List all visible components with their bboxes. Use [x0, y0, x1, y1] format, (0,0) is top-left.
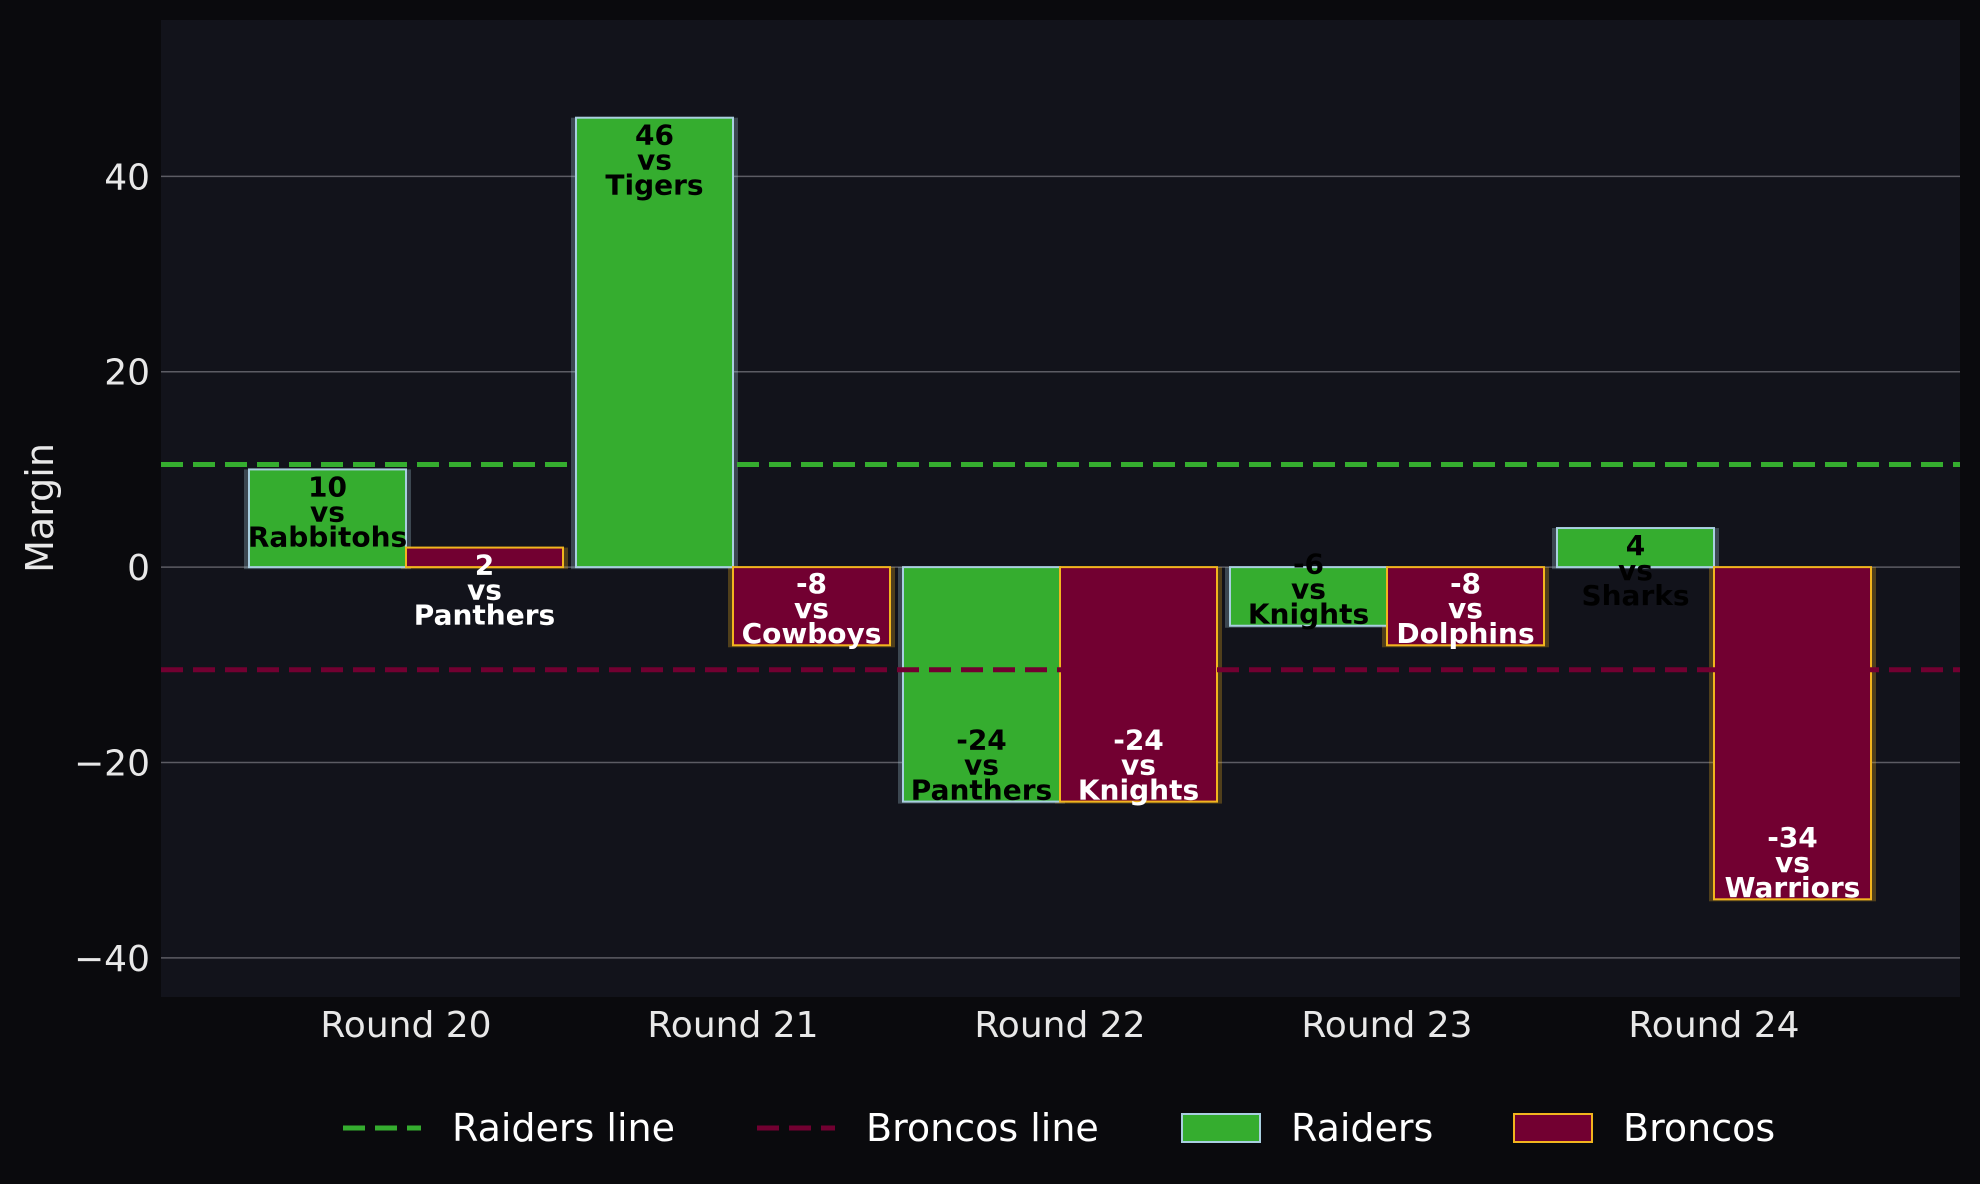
x-tick-label: Round 23 [1301, 1005, 1472, 1046]
bar-value-label: -8 vs Cowboys [742, 567, 882, 650]
y-tick-label: 20 [104, 353, 150, 394]
y-tick-label: −40 [74, 939, 150, 980]
x-tick-label: Round 21 [647, 1005, 818, 1046]
bar-broncos [1059, 566, 1218, 803]
x-axis-ticks: Round 20 Round 21 Round 22 Round 23 Round 24 [320, 1005, 1799, 1046]
legend-label: Broncos line [866, 1106, 1099, 1150]
bar-labels: 10 vs Rabbitohs 46 vs Tigers -24 vs Panthers -6 vs… [248, 119, 1861, 904]
y-axis-ticks: −40 −20 0 20 40 [74, 157, 150, 980]
reference-lines [161, 462, 1960, 673]
bar-value-label: -24 vs Knights [1078, 723, 1199, 806]
bar-raiders [1229, 566, 1388, 627]
y-tick-label: 0 [127, 548, 150, 589]
bar-raiders [902, 566, 1061, 803]
bar-broncos [732, 566, 891, 647]
bar-value-label: 2 vs Panthers [414, 549, 555, 632]
y-axis-title: Margin [18, 443, 62, 573]
legend-label: Broncos [1623, 1106, 1775, 1150]
x-tick-label: Round 20 [320, 1005, 491, 1046]
plot-area [161, 20, 1960, 997]
bar-value-label: 10 vs Rabbitohs [248, 470, 407, 553]
legend: Raiders line Broncos line Raiders Broncos [343, 1106, 1775, 1150]
bars [248, 116, 1872, 901]
bar-broncos [405, 546, 564, 569]
bar-value-label: 4 vs Sharks [1581, 529, 1689, 612]
bar-raiders [1556, 527, 1715, 569]
y-tick-label: −20 [74, 744, 150, 785]
bar-raiders [575, 116, 734, 569]
legend-label: Raiders [1291, 1106, 1433, 1150]
legend-patch-swatch [1513, 1113, 1593, 1143]
bar-value-label: -6 vs Knights [1248, 548, 1369, 631]
bar-value-label: -8 vs Dolphins [1396, 567, 1534, 650]
x-tick-label: Round 24 [1628, 1005, 1799, 1046]
bar-value-label: 46 vs Tigers [605, 119, 703, 202]
bar-broncos [1386, 566, 1545, 647]
y-tick-label: 40 [104, 157, 150, 198]
x-tick-label: Round 22 [974, 1005, 1145, 1046]
bar-value-label: -24 vs Panthers [911, 723, 1052, 806]
bar-value-label: -34 vs Warriors [1725, 821, 1861, 904]
bar-raiders [248, 468, 407, 569]
bar-broncos [1713, 566, 1872, 901]
legend-patch-swatch [1181, 1113, 1261, 1143]
legend-label: Raiders line [452, 1106, 675, 1150]
